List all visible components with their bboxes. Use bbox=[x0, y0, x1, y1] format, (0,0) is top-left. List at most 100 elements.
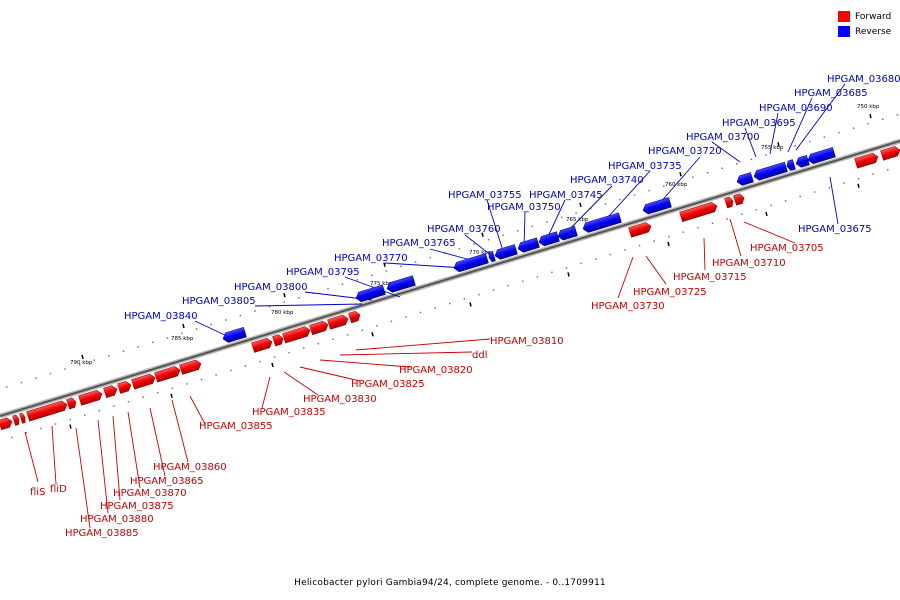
reverse-gene bbox=[538, 231, 560, 247]
minor-tick bbox=[429, 256, 431, 259]
gene-label[interactable]: HPGAM_03730 bbox=[591, 301, 665, 312]
gene-label[interactable]: HPGAM_03755 bbox=[448, 190, 522, 201]
minor-tick bbox=[40, 427, 42, 430]
gene-label[interactable]: HPGAM_03860 bbox=[153, 462, 227, 473]
minor-tick bbox=[390, 320, 393, 323]
label-connector bbox=[617, 256, 634, 299]
minor-tick bbox=[809, 140, 811, 143]
gene-label[interactable]: HPGAM_03800 bbox=[234, 282, 308, 293]
forward-gene bbox=[117, 381, 132, 394]
minor-tick bbox=[779, 149, 782, 152]
gene-label[interactable]: HPGAM_03685 bbox=[794, 88, 868, 99]
gene-label[interactable]: HPGAM_03690 bbox=[759, 103, 833, 114]
gene-label[interactable]: HPGAM_03750 bbox=[487, 202, 561, 213]
gene-label[interactable]: HPGAM_03805 bbox=[182, 296, 256, 307]
gene-label[interactable]: HPGAM_03735 bbox=[608, 161, 682, 172]
minor-tick bbox=[487, 238, 490, 241]
minor-tick bbox=[473, 243, 475, 245]
minor-tick bbox=[142, 396, 144, 398]
minor-tick bbox=[84, 414, 86, 416]
minor-tick bbox=[609, 253, 612, 256]
gene-arrow bbox=[355, 284, 386, 303]
reverse-gene bbox=[222, 327, 247, 343]
label-connector bbox=[829, 176, 839, 225]
minor-tick bbox=[887, 168, 889, 171]
minor-tick bbox=[434, 307, 436, 309]
gene-label[interactable]: HPGAM_03825 bbox=[351, 379, 425, 390]
major-tick bbox=[170, 393, 173, 398]
gene-label[interactable]: HPGAM_03720 bbox=[648, 146, 722, 157]
minor-tick bbox=[11, 436, 13, 439]
minor-tick bbox=[604, 203, 607, 205]
gene-label[interactable]: HPGAM_03840 bbox=[124, 311, 198, 322]
gene-arrow bbox=[78, 389, 103, 406]
label-connector bbox=[744, 127, 757, 158]
minor-tick bbox=[298, 296, 300, 299]
minor-tick bbox=[663, 185, 665, 187]
gene-label[interactable]: HPGAM_03865 bbox=[130, 476, 204, 487]
gene-label[interactable]: HPGAM_03700 bbox=[686, 132, 760, 143]
minor-tick bbox=[633, 194, 636, 196]
minor-tick bbox=[113, 405, 115, 407]
gene-label[interactable]: HPGAM_03880 bbox=[80, 514, 154, 525]
gene-label[interactable]: fliD bbox=[50, 484, 67, 495]
minor-tick bbox=[517, 230, 519, 232]
genome-caption: Helicobacter pylori Gambia94/24, complet… bbox=[294, 578, 606, 588]
minor-tick bbox=[200, 378, 203, 381]
minor-tick bbox=[137, 346, 139, 348]
gene-label[interactable]: HPGAM_03765 bbox=[382, 238, 456, 249]
minor-tick bbox=[215, 374, 217, 376]
minor-tick bbox=[449, 302, 451, 305]
legend-forward: Forward bbox=[838, 9, 898, 24]
major-tick bbox=[383, 262, 386, 267]
gene-label[interactable]: HPGAM_03710 bbox=[712, 258, 786, 269]
major-tick bbox=[481, 232, 484, 237]
gene-label[interactable]: HPGAM_03885 bbox=[65, 528, 139, 539]
gene-arrow bbox=[348, 310, 361, 324]
gene-label[interactable]: HPGAM_03745 bbox=[529, 190, 603, 201]
gene-label[interactable]: fliS bbox=[30, 487, 45, 498]
minor-tick bbox=[371, 274, 373, 277]
gene-label[interactable]: HPGAM_03795 bbox=[286, 267, 360, 278]
gene-arrow bbox=[517, 237, 540, 253]
gene-label[interactable]: HPGAM_03870 bbox=[113, 488, 187, 499]
scale-label: 750 kbp bbox=[857, 104, 880, 110]
gene-label[interactable]: HPGAM_03675 bbox=[798, 224, 872, 235]
minor-tick bbox=[152, 341, 154, 344]
gene-label[interactable]: HPGAM_03875 bbox=[100, 501, 174, 512]
minor-tick bbox=[463, 298, 466, 300]
gene-label[interactable]: HPGAM_03830 bbox=[303, 394, 377, 405]
gene-label[interactable]: HPGAM_03695 bbox=[722, 118, 796, 129]
gene-label[interactable]: HPGAM_03835 bbox=[252, 407, 326, 418]
gene-label[interactable]: HPGAM_03715 bbox=[673, 272, 747, 283]
gene-label[interactable]: HPGAM_03810 bbox=[490, 336, 564, 347]
minor-tick bbox=[726, 218, 728, 220]
minor-tick bbox=[872, 173, 874, 175]
minor-tick bbox=[619, 198, 621, 201]
minor-tick bbox=[288, 351, 290, 354]
forward-gene bbox=[724, 196, 734, 209]
label-connector bbox=[769, 112, 779, 155]
gene-label[interactable]: HPGAM_03820 bbox=[399, 365, 473, 376]
gene-label[interactable]: ddl bbox=[472, 350, 487, 361]
minor-tick bbox=[273, 356, 276, 358]
minor-tick bbox=[414, 261, 417, 263]
minor-tick bbox=[536, 276, 539, 278]
gene-label[interactable]: HPGAM_03770 bbox=[334, 253, 408, 264]
major-tick bbox=[371, 332, 374, 337]
scale-label: 785 kbp bbox=[171, 336, 194, 342]
label-connector bbox=[787, 97, 813, 153]
major-tick bbox=[869, 113, 872, 119]
minor-tick bbox=[784, 200, 787, 202]
major-tick bbox=[777, 142, 780, 147]
forward-gene bbox=[272, 334, 284, 347]
gene-label[interactable]: HPGAM_03705 bbox=[750, 243, 824, 254]
gene-label[interactable]: HPGAM_03740 bbox=[570, 175, 644, 186]
gene-label[interactable]: HPGAM_03725 bbox=[633, 287, 707, 298]
gene-label[interactable]: HPGAM_03760 bbox=[427, 224, 501, 235]
minor-tick bbox=[492, 289, 495, 291]
forward-gene bbox=[251, 338, 273, 353]
gene-arrow bbox=[582, 212, 622, 233]
gene-label[interactable]: HPGAM_03680 bbox=[827, 74, 900, 85]
gene-label[interactable]: HPGAM_03855 bbox=[199, 421, 273, 432]
